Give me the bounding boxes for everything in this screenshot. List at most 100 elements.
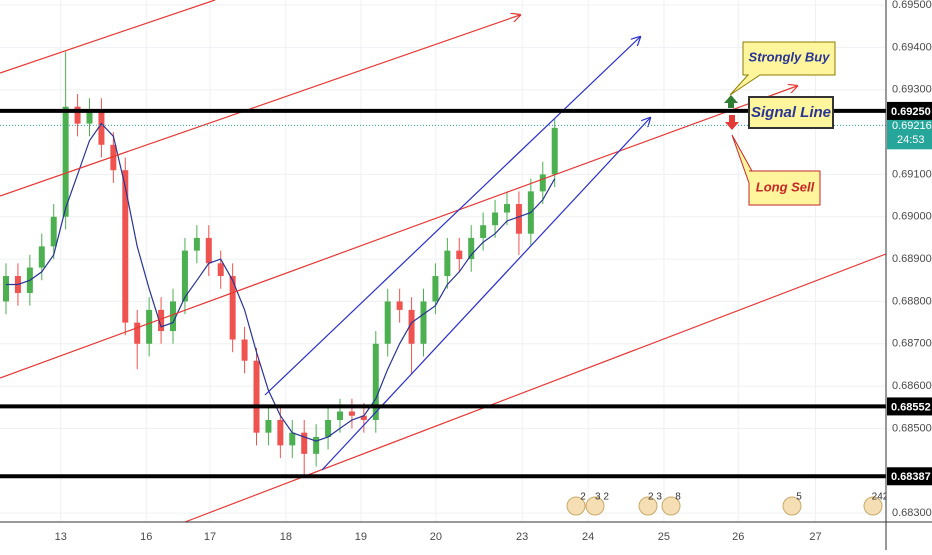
candle-body [444, 250, 451, 277]
callout [729, 41, 836, 96]
candle-body [50, 216, 57, 247]
candle-body [110, 144, 117, 171]
event-count: 3 2 [595, 492, 609, 503]
candle-body [277, 419, 284, 446]
candle-body [503, 204, 510, 213]
candle-body [408, 309, 415, 344]
y-tick-label: 0.69500 [892, 0, 932, 11]
annotation: Signal Line [751, 104, 831, 121]
event-icon [638, 496, 658, 516]
countdown: 24:53 [897, 134, 925, 146]
callout [731, 134, 821, 206]
x-tick-label: 23 [516, 531, 528, 543]
candle-body [158, 309, 165, 332]
level-label: 0.68552 [891, 401, 931, 413]
moving-average [6, 122, 556, 442]
y-tick-label: 0.68800 [892, 295, 932, 307]
x-tick-label: 13 [55, 531, 67, 543]
trend-line [184, 253, 887, 523]
x-tick-label: 27 [809, 531, 821, 543]
level-box [887, 101, 932, 120]
annotations: Strongly Buy Signal Line Long Sell [724, 41, 836, 206]
event-count: 5 [796, 492, 802, 503]
x-tick-label: 16 [140, 531, 152, 543]
y-tick-label: 0.68500 [892, 422, 932, 434]
candle-body [348, 411, 355, 416]
candle-body [539, 174, 546, 192]
event-icon [661, 496, 681, 516]
y-tick-label: 0.69300 [892, 84, 932, 96]
candle-body [217, 263, 224, 277]
candle-body [384, 301, 391, 344]
candle-body [229, 276, 236, 340]
y-tick-label: 0.69400 [892, 41, 932, 53]
annotation: Long Sell [756, 179, 815, 194]
y-tick-label: 0.69100 [892, 168, 932, 180]
level-box [887, 467, 932, 486]
event-icon [863, 496, 883, 516]
y-tick-label: 0.68700 [892, 338, 932, 350]
level-box [887, 397, 932, 416]
event-icon [585, 496, 605, 516]
candle-body [301, 432, 308, 454]
candle-body [146, 309, 153, 344]
candle-body [62, 106, 69, 217]
y-tick-label: 0.68900 [892, 253, 932, 265]
price-axis [886, 0, 932, 550]
candle-body [289, 432, 296, 446]
candle-body [372, 343, 379, 420]
candle-body [253, 360, 260, 433]
candle-body [456, 250, 463, 260]
candle-body [3, 276, 10, 302]
y-tick-label: 0.69000 [892, 211, 932, 223]
trend-line [0, 86, 797, 379]
candle-body [432, 276, 439, 302]
event-count: 2 3 [648, 492, 662, 503]
annotation: Strongly Buy [749, 49, 831, 64]
x-tick-label: 25 [658, 531, 670, 543]
candle-body [265, 419, 272, 433]
candle-body [38, 246, 45, 268]
candle-body [122, 170, 129, 323]
candle-body [313, 436, 320, 454]
x-tick-label: 26 [732, 531, 744, 543]
last-price-label: 0.69216 [892, 120, 932, 132]
event-icon [566, 496, 586, 516]
x-tick-label: 17 [204, 531, 216, 543]
candle-body [325, 419, 332, 437]
level-label: 0.69250 [891, 106, 931, 118]
candle-body [98, 110, 105, 145]
candle-body [336, 411, 343, 420]
candle-body [169, 301, 176, 332]
time-axis [0, 522, 886, 550]
down-arrow [725, 115, 739, 130]
candle-body [480, 225, 487, 238]
candle-body [193, 237, 200, 251]
candle-body [134, 322, 141, 344]
candle-body [181, 250, 188, 302]
trend-line [0, 0, 216, 74]
x-tick-label: 19 [355, 531, 367, 543]
candle-body [241, 339, 248, 361]
candle-body [74, 106, 81, 124]
last-price-box [887, 115, 932, 150]
level-label: 0.68387 [891, 471, 931, 483]
y-tick-label: 0.68600 [892, 380, 932, 392]
y-tick-label: 0.68300 [892, 507, 932, 519]
event-icon [782, 496, 802, 516]
trend-line [0, 15, 520, 197]
callout [748, 96, 834, 129]
candle-body [515, 204, 522, 234]
candle-body [420, 301, 427, 344]
event-count: 2 [580, 492, 586, 503]
event-count: 8 [675, 492, 681, 503]
candle-body [205, 237, 212, 264]
x-tick-label: 18 [280, 531, 292, 543]
candle-body [360, 415, 367, 420]
candle-body [551, 127, 558, 175]
candle-body [468, 237, 475, 260]
candle-body [86, 110, 93, 124]
up-arrow [724, 95, 738, 108]
x-tick-label: 20 [430, 531, 442, 543]
